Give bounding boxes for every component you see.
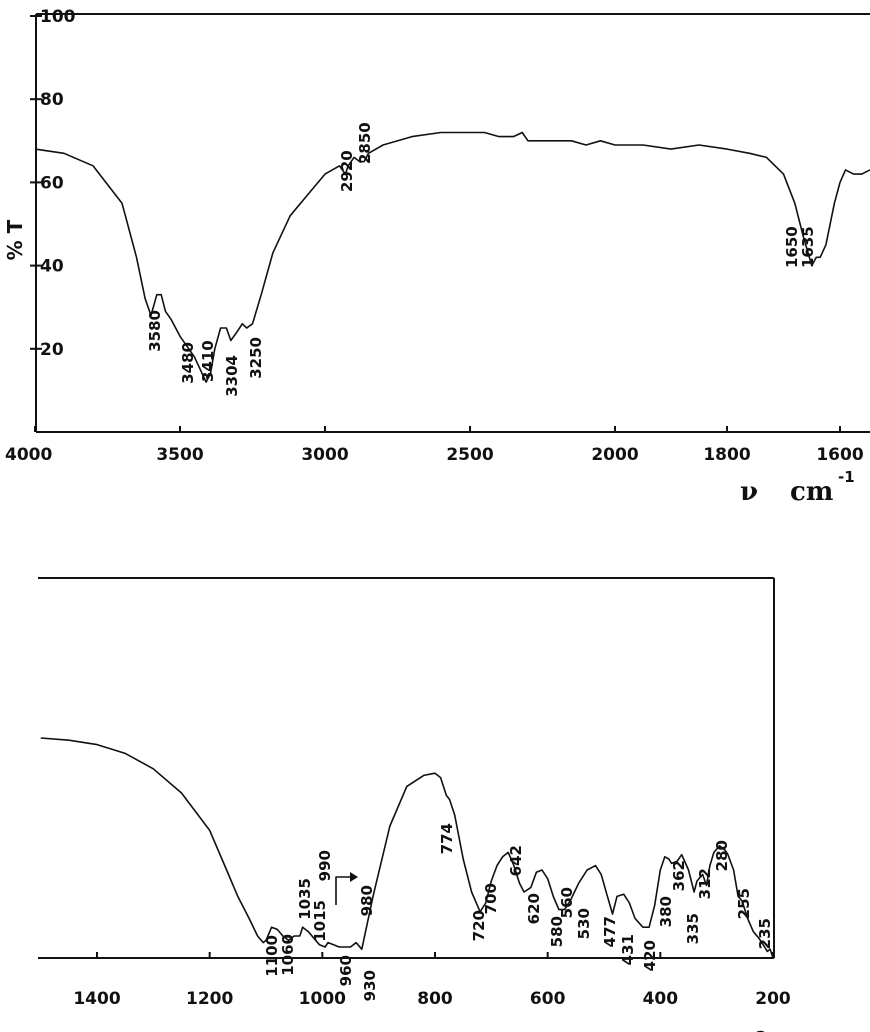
peak-label: 235: [756, 918, 774, 949]
y-tick-label: 60: [40, 173, 64, 193]
x-tick-label: 200: [755, 989, 791, 1009]
x-tick-label: 1800: [703, 445, 750, 465]
peak-label: 1060: [279, 934, 297, 976]
x-tick-label: 1600: [816, 445, 863, 465]
x-axis-unit-label: cm: [790, 477, 833, 507]
peak-label: 560: [558, 887, 576, 918]
peak-label: 255: [735, 888, 753, 919]
x-tick-label: 1400: [73, 989, 120, 1009]
peak-label: 3250: [247, 337, 265, 379]
x-tick-label: 3000: [301, 445, 348, 465]
peak-label: 642: [507, 845, 525, 876]
peak-label: 420: [641, 940, 659, 971]
peak-label: 720: [470, 910, 488, 941]
x-tick-label: 2000: [591, 445, 638, 465]
peak-label: 380: [657, 896, 675, 927]
peak-label: 477: [601, 916, 619, 947]
peak-label: 1015: [311, 900, 329, 942]
peak-label: 980: [358, 885, 376, 916]
peak-label: 280: [713, 840, 731, 871]
peak-label: 1635: [799, 226, 817, 268]
y-tick-label: 80: [40, 90, 64, 110]
peak-label: 1650: [783, 226, 801, 268]
peak-label: 312: [696, 868, 714, 899]
peak-label: 1035: [296, 878, 314, 920]
peak-label: 3304: [223, 355, 241, 397]
x-tick-label: 1200: [186, 989, 233, 1009]
spectrum-trace-low-range: [40, 737, 774, 959]
spectrum-panel-high-range: 100 80 60 20 40 4000 3500 3000 2500 2000 1800 1600%…: [3, 7, 870, 507]
peak-label: 620: [525, 893, 543, 924]
peak-label: 3480: [179, 342, 197, 384]
x-tick-label: 2500: [446, 445, 493, 465]
peak-label: 335: [684, 913, 702, 944]
peak-label: 2850: [356, 122, 374, 164]
x-tick-label: 4000: [5, 445, 52, 465]
annotation-arrowhead: [350, 872, 358, 882]
peak-label: 580: [548, 916, 566, 947]
peak-label: 362: [670, 860, 688, 891]
x-tick-label: 400: [643, 989, 679, 1009]
peak-label: 960: [337, 955, 355, 986]
y-tick-label: 100: [40, 7, 76, 27]
peak-label: 530: [575, 908, 593, 939]
peak-label: 3410: [199, 340, 217, 382]
peak-label: 210: [752, 1030, 770, 1032]
peak-label: 990: [316, 850, 334, 881]
annotation-bracket: [335, 876, 350, 905]
x-axis-unit-exponent: -1: [838, 468, 855, 486]
x-axis-wavenumber-symbol: ν: [740, 477, 758, 507]
y-tick-label: 20: [40, 340, 64, 360]
peak-label: 431: [619, 934, 637, 965]
peak-label: 1100: [263, 935, 281, 977]
x-tick-label: 600: [530, 989, 566, 1009]
peak-label: 3580: [146, 310, 164, 352]
peak-label: 774: [438, 823, 456, 854]
x-tick-label: 3500: [156, 445, 203, 465]
spectrum-trace-high-range: [34, 131, 870, 383]
x-tick-label: 1000: [299, 989, 346, 1009]
peak-label: 700: [482, 883, 500, 914]
y-tick-label: 40: [40, 257, 64, 277]
y-axis-label: % T: [3, 219, 27, 260]
x-tick-label: 800: [417, 989, 453, 1009]
peak-label: 2920: [338, 150, 356, 192]
peak-label: 930: [361, 970, 379, 1001]
